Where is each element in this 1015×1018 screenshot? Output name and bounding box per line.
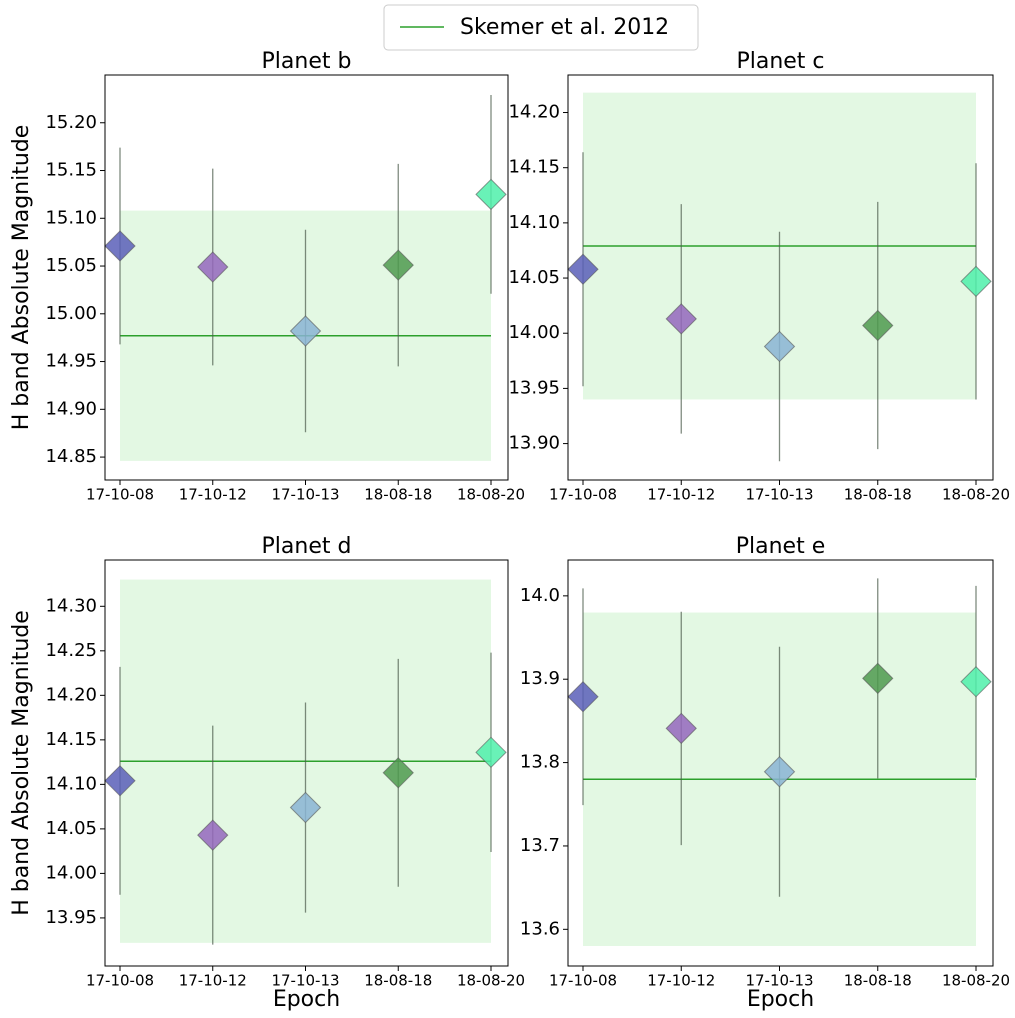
plot-frame bbox=[104, 559, 509, 967]
x-axis-label: Epoch bbox=[747, 987, 814, 1012]
y-tick-label: 15.20 bbox=[45, 112, 97, 133]
x-tick-label: 17-10-13 bbox=[745, 972, 813, 990]
x-tick-label: 18-08-20 bbox=[942, 972, 1010, 990]
diamond-marker bbox=[763, 756, 796, 788]
x-tick-label: 18-08-18 bbox=[844, 972, 912, 990]
y-tick-label: 14.15 bbox=[45, 729, 97, 750]
x-axis-label: Epoch bbox=[273, 987, 340, 1012]
y-tick-label: 15.05 bbox=[45, 255, 97, 276]
y-axis-label: H band Absolute Magnitude bbox=[9, 125, 34, 431]
x-tick-label: 18-08-20 bbox=[942, 486, 1010, 504]
panel: Planet e 13.6 13.7 13.8 13.9 14.0 17-10-08 17-1… bbox=[520, 534, 1010, 1012]
x-tick-label: 17-10-12 bbox=[647, 972, 715, 990]
x-tick-label: 17-10-08 bbox=[549, 486, 617, 504]
diamond-marker bbox=[475, 736, 507, 769]
diamond-marker bbox=[862, 309, 894, 342]
panel-title: Planet c bbox=[736, 49, 824, 74]
diamond-marker bbox=[475, 178, 507, 211]
x-tick-label: 17-10-13 bbox=[271, 972, 339, 990]
panel-title: Planet b bbox=[262, 49, 352, 74]
y-tick-label: 14.15 bbox=[508, 157, 560, 178]
panel-title: Planet e bbox=[736, 534, 826, 559]
y-tick-label: 15.10 bbox=[45, 207, 97, 228]
y-tick-label: 14.30 bbox=[45, 595, 97, 616]
diamond-marker bbox=[665, 303, 697, 335]
y-tick-label: 14.20 bbox=[508, 102, 560, 123]
x-tick-label: 17-10-12 bbox=[179, 486, 247, 504]
legend-box bbox=[383, 4, 699, 51]
diamond-marker bbox=[567, 253, 599, 285]
diamond-marker bbox=[104, 230, 136, 262]
y-tick-label: 14.00 bbox=[45, 862, 97, 883]
legend-label: Skemer et al. 2012 bbox=[460, 15, 669, 40]
x-tick-label: 17-10-08 bbox=[549, 972, 617, 990]
diamond-marker bbox=[862, 662, 894, 695]
y-tick-label: 15.00 bbox=[45, 303, 97, 324]
diamond-marker bbox=[104, 765, 136, 797]
diamond-marker bbox=[197, 251, 229, 283]
y-tick-label: 14.20 bbox=[45, 684, 97, 705]
diamond-marker bbox=[382, 249, 414, 281]
y-tick-label: 14.85 bbox=[45, 446, 97, 467]
diamond-marker bbox=[197, 819, 229, 851]
panel: Planet c 13.90 13.95 14.00 14.05 14.10 14.15 14… bbox=[508, 49, 1010, 504]
x-tick-label: 18-08-18 bbox=[364, 486, 432, 504]
y-tick-label: 13.7 bbox=[520, 835, 560, 856]
x-tick-label: 17-10-13 bbox=[745, 486, 813, 504]
x-tick-label: 17-10-08 bbox=[86, 972, 154, 990]
diamond-marker bbox=[960, 666, 992, 698]
y-tick-label: 14.10 bbox=[508, 212, 560, 233]
diamond-marker bbox=[289, 791, 322, 824]
x-tick-label: 18-08-20 bbox=[457, 972, 525, 990]
x-tick-label: 18-08-20 bbox=[457, 486, 525, 504]
diamond-marker bbox=[763, 330, 796, 363]
y-tick-label: 13.95 bbox=[508, 377, 560, 398]
y-tick-label: 14.0 bbox=[520, 585, 560, 606]
y-tick-label: 15.15 bbox=[45, 160, 97, 181]
plot-frame bbox=[104, 74, 509, 481]
x-tick-label: 17-10-12 bbox=[179, 972, 247, 990]
y-tick-label: 14.10 bbox=[45, 773, 97, 794]
y-tick-label: 14.00 bbox=[508, 322, 560, 343]
plot-frame bbox=[567, 559, 994, 967]
diamond-marker bbox=[289, 315, 322, 347]
diamond-marker bbox=[665, 712, 697, 745]
y-tick-label: 13.8 bbox=[520, 752, 560, 773]
diamond-marker bbox=[960, 265, 992, 298]
y-axis-label: H band Absolute Magnitude bbox=[9, 610, 34, 916]
y-tick-label: 13.90 bbox=[508, 433, 560, 454]
y-tick-label: 13.9 bbox=[520, 668, 560, 689]
y-tick-label: 14.05 bbox=[45, 818, 97, 839]
y-tick-label: 14.25 bbox=[45, 640, 97, 661]
panel: Planet d 13.95 14.00 14.05 14.10 14.15 14.20 14… bbox=[9, 534, 525, 1012]
panel-title: Planet d bbox=[262, 534, 352, 559]
plot-frame bbox=[567, 74, 994, 481]
x-tick-label: 17-10-12 bbox=[647, 486, 715, 504]
x-tick-label: 17-10-13 bbox=[271, 486, 339, 504]
x-tick-label: 18-08-18 bbox=[364, 972, 432, 990]
y-tick-label: 14.95 bbox=[45, 351, 97, 372]
x-tick-label: 18-08-18 bbox=[844, 486, 912, 504]
legend: Skemer et al. 2012 bbox=[383, 4, 699, 51]
y-tick-label: 14.90 bbox=[45, 398, 97, 419]
y-tick-label: 13.6 bbox=[520, 918, 560, 939]
y-tick-label: 14.05 bbox=[508, 267, 560, 288]
diamond-marker bbox=[382, 757, 414, 789]
diamond-marker bbox=[567, 681, 599, 713]
panel: Planet b 14.85 14.90 14.95 15.00 15.05 15.10 15… bbox=[9, 49, 525, 504]
x-tick-label: 17-10-08 bbox=[86, 486, 154, 504]
y-tick-label: 13.95 bbox=[45, 907, 97, 928]
